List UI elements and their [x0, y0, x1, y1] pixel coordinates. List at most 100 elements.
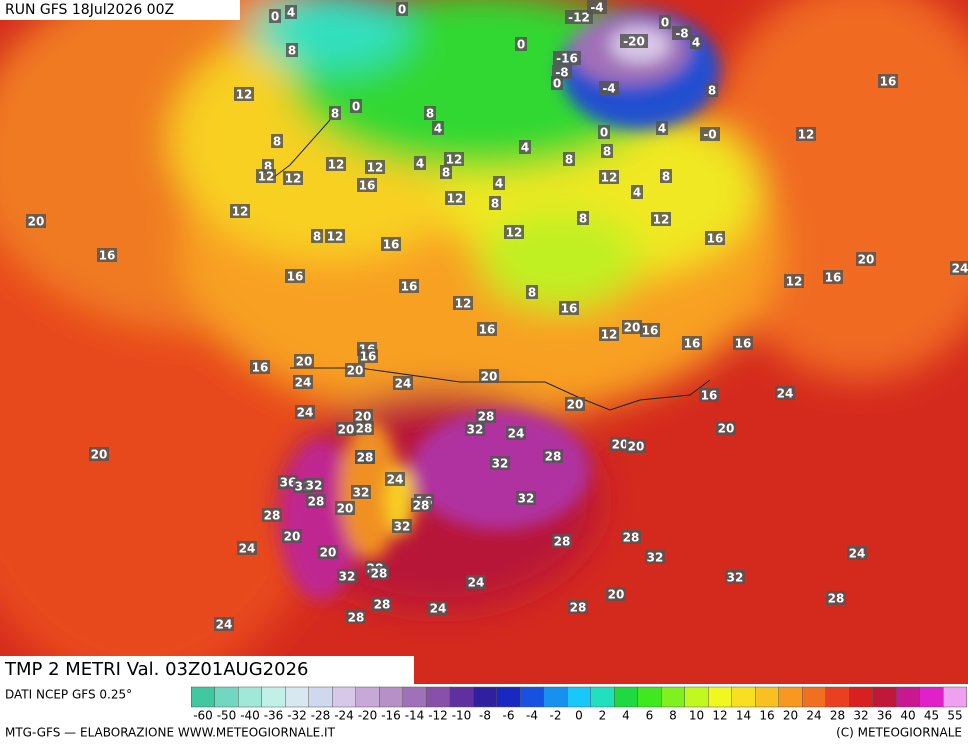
- temperature-label: 16: [287, 270, 304, 284]
- temperature-label: 0: [600, 126, 608, 140]
- color-swatch: [708, 686, 732, 708]
- temperature-label: -0: [703, 128, 716, 142]
- label-box: [262, 508, 282, 522]
- label-box: [552, 534, 572, 548]
- color-swatch: [684, 686, 709, 708]
- scale-label: 20: [783, 709, 798, 723]
- color-swatch: [778, 686, 803, 708]
- temperature-label: 28: [828, 592, 845, 606]
- temperature-label: 20: [28, 215, 45, 229]
- temperature-label: -8: [675, 27, 688, 41]
- temperature-label: 16: [642, 324, 659, 338]
- temperature-label: 20: [296, 355, 313, 369]
- label-box: [354, 421, 374, 435]
- scale-label: 10: [689, 709, 704, 723]
- color-swatch: [402, 686, 427, 708]
- temperature-label: 12: [285, 172, 302, 186]
- label-box: [414, 156, 426, 170]
- temperature-label: 24: [508, 427, 525, 441]
- label-box: [493, 176, 505, 190]
- label-box: [345, 363, 365, 377]
- color-swatch: [943, 686, 967, 708]
- scale-label: -32: [287, 709, 307, 723]
- scale-label: 6: [646, 709, 654, 723]
- temperature-label: 28: [478, 410, 495, 424]
- label-box: [351, 485, 371, 499]
- temperature-label: 32: [492, 457, 509, 471]
- temperature-label: 28: [374, 598, 391, 612]
- label-box: [506, 426, 526, 440]
- scale-label: 32: [853, 709, 868, 723]
- color-swatch: [567, 686, 591, 708]
- temperature-label: 20: [347, 364, 364, 378]
- temperature-label: 16: [359, 179, 376, 193]
- label-box: [682, 336, 702, 350]
- temperature-label: 8: [603, 145, 611, 159]
- label-box: [346, 610, 366, 624]
- temperature-label: 8: [288, 44, 296, 58]
- temperature-label: 28: [264, 509, 281, 523]
- temperature-label: 24: [952, 262, 968, 276]
- temperature-label: 32: [353, 486, 370, 500]
- label-box: [622, 320, 642, 334]
- label-box: [269, 9, 281, 23]
- color-swatch: [896, 686, 920, 708]
- temperature-label: 28: [570, 601, 587, 615]
- temperature-label: 8: [662, 170, 670, 184]
- temperature-label: 8: [565, 153, 573, 167]
- label-box: [295, 405, 315, 419]
- label-box: [601, 144, 613, 158]
- label-box: [271, 134, 283, 148]
- temperature-label: 20: [718, 422, 735, 436]
- label-box: [651, 212, 671, 226]
- temperature-label: 24: [849, 547, 866, 561]
- temperature-label: 28: [413, 499, 430, 513]
- label-box: [587, 0, 607, 14]
- temperature-label: 12: [232, 205, 249, 219]
- scale-label: 2: [599, 709, 607, 723]
- temperature-label: 12: [447, 192, 464, 206]
- label-box: [565, 10, 593, 24]
- temperature-label: 12: [236, 88, 253, 102]
- label-box: [230, 204, 250, 218]
- temperature-label: 8: [273, 135, 281, 149]
- temperature-label: 12: [786, 275, 803, 289]
- scale-label: 8: [669, 709, 677, 723]
- scale-label: 28: [830, 709, 845, 723]
- temperature-label: -4: [590, 1, 603, 15]
- temperature-label: 20: [608, 588, 625, 602]
- label-box: [490, 456, 510, 470]
- color-swatch: [731, 686, 756, 708]
- temperature-label: 16: [707, 232, 724, 246]
- temperature-label: 20: [858, 253, 875, 267]
- label-box: [335, 501, 355, 515]
- label-box: [526, 285, 538, 299]
- label-box: [369, 566, 389, 580]
- scale-label: 4: [622, 709, 630, 723]
- label-box: [294, 354, 314, 368]
- label-box: [476, 409, 496, 423]
- temperature-label: 16: [701, 389, 718, 403]
- label-box: [563, 152, 575, 166]
- label-box: [700, 127, 720, 141]
- credit-label: MTG-GFS — ELABORAZIONE WWW.METEOGIORNALE…: [5, 726, 336, 740]
- run-label: RUN GFS 18Jul2026 00Z: [5, 2, 174, 18]
- temperature-label: 8: [708, 84, 716, 98]
- scale-label: 12: [712, 709, 727, 723]
- temperature-label: 0: [553, 77, 561, 91]
- temperature-label: 32: [467, 423, 484, 437]
- label-box: [796, 127, 816, 141]
- temperature-label: 0: [517, 38, 525, 52]
- label-box: [565, 397, 585, 411]
- label-box: [256, 169, 276, 183]
- temperature-label: 24: [216, 618, 233, 632]
- temperature-label: 32: [339, 570, 356, 584]
- color-swatch: [614, 686, 638, 708]
- label-box: [640, 323, 660, 337]
- label-box: [214, 617, 234, 631]
- color-scale: -60 -50 -40 -36 -32 -28 -24 -20 -16 -14 -12 -10 -8 -6…: [191, 686, 967, 723]
- scale-label: 0: [575, 709, 583, 723]
- label-box: [477, 322, 497, 336]
